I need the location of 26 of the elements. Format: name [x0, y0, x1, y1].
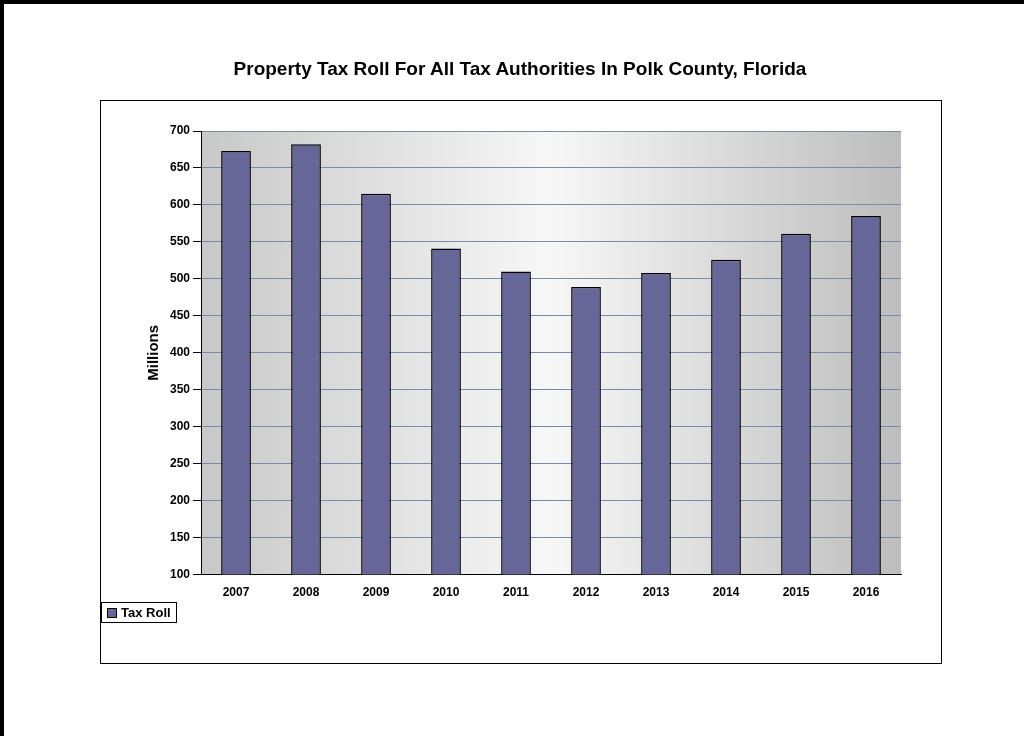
y-tick-label: 650 [169, 160, 191, 175]
y-tick-label: 400 [169, 345, 191, 360]
chart-title: Property Tax Roll For All Tax Authorities In Polk County, Florida [232, 58, 808, 80]
x-tick-label: 2011 [502, 585, 530, 600]
y-tick-label: 300 [169, 419, 191, 434]
x-tick-label: 2008 [292, 585, 320, 600]
x-tick-label: 2016 [852, 585, 880, 600]
x-tick-label: 2012 [572, 585, 600, 600]
y-tick-label: 150 [169, 529, 191, 544]
y-tick-label: 550 [169, 234, 191, 249]
text: Tax Roll [121, 605, 171, 620]
y-tick-label: 500 [169, 271, 191, 286]
x-tick-label: 2009 [362, 585, 390, 600]
x-tick-label: 2015 [782, 585, 810, 600]
y-tick-label: 700 [169, 123, 191, 138]
x-tick-label: 2010 [432, 585, 460, 600]
x-tick-label: 2013 [642, 585, 670, 600]
x-tick-label: 2007 [222, 585, 250, 600]
y-axis-title: Millions [144, 324, 162, 381]
y-tick-label: 200 [169, 492, 191, 507]
y-tick-label: 350 [169, 382, 191, 397]
y-tick-label: 450 [169, 308, 191, 323]
y-tick-label: 250 [169, 456, 191, 471]
y-tick-label: 100 [169, 566, 191, 581]
x-tick-label: 2014 [712, 585, 740, 600]
y-tick-label: 600 [169, 197, 191, 212]
